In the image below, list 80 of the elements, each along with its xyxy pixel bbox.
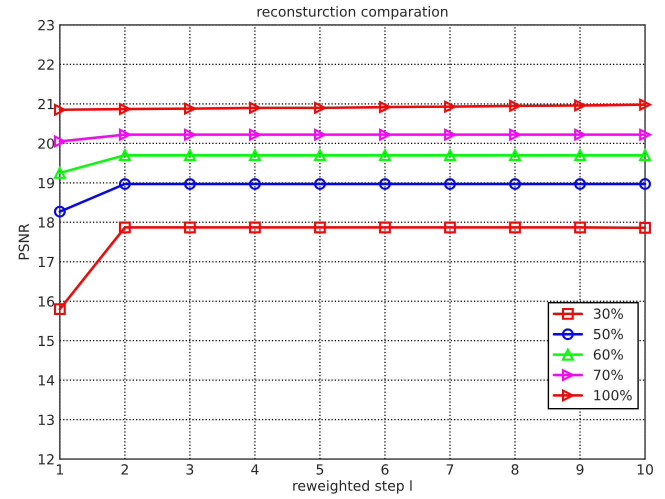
point bbox=[314, 222, 326, 234]
point bbox=[444, 178, 456, 190]
y-tick-label: 12 bbox=[38, 454, 54, 464]
point bbox=[54, 167, 66, 179]
x-tick-label: 1 bbox=[56, 464, 63, 474]
y-tick-label: 18 bbox=[38, 217, 54, 228]
point bbox=[54, 303, 66, 316]
point bbox=[379, 222, 391, 234]
point bbox=[509, 178, 521, 190]
point bbox=[444, 100, 456, 113]
point bbox=[184, 102, 196, 115]
point bbox=[54, 206, 66, 218]
y-tick-label: 14 bbox=[38, 375, 54, 386]
point bbox=[118, 222, 131, 234]
point bbox=[574, 100, 586, 112]
point bbox=[54, 104, 66, 116]
legend-label: 70% bbox=[594, 370, 623, 380]
point bbox=[574, 178, 586, 190]
point bbox=[184, 128, 196, 141]
point bbox=[509, 100, 521, 112]
point bbox=[444, 149, 456, 162]
y-tick-label: 17 bbox=[38, 256, 54, 268]
point bbox=[379, 101, 391, 113]
point bbox=[639, 178, 651, 190]
point bbox=[639, 128, 651, 141]
point bbox=[314, 102, 326, 114]
point bbox=[509, 128, 521, 141]
point bbox=[184, 178, 196, 190]
y-tick-label: 23 bbox=[38, 20, 54, 30]
point bbox=[379, 128, 391, 141]
point bbox=[249, 149, 261, 162]
x-tick-label: 10 bbox=[638, 464, 653, 475]
chart-title: reconsturction comparation bbox=[258, 6, 448, 20]
point bbox=[118, 178, 131, 190]
point bbox=[249, 178, 261, 190]
point bbox=[379, 149, 391, 162]
x-tick-label: 7 bbox=[446, 464, 454, 474]
point bbox=[509, 222, 521, 234]
y-tick-label: 21 bbox=[38, 98, 54, 110]
point bbox=[574, 222, 586, 234]
legend-label: 100% bbox=[594, 390, 632, 400]
point bbox=[574, 149, 586, 162]
point bbox=[118, 103, 131, 115]
x-axis-title: reweighted step l bbox=[293, 480, 412, 494]
x-tick-label: 3 bbox=[186, 464, 194, 475]
point bbox=[54, 135, 66, 148]
x-tick-label: 6 bbox=[382, 464, 389, 475]
point bbox=[444, 128, 456, 141]
y-tick-label: 19 bbox=[38, 178, 54, 188]
point bbox=[639, 222, 651, 234]
point bbox=[314, 149, 326, 162]
x-tick-label: 2 bbox=[121, 464, 128, 474]
point bbox=[574, 128, 586, 141]
y-tick-label: 20 bbox=[38, 138, 54, 149]
x-tick-label: 5 bbox=[316, 464, 324, 475]
point bbox=[639, 98, 651, 111]
point bbox=[184, 149, 196, 162]
x-tick-label: 4 bbox=[251, 464, 259, 474]
point bbox=[379, 178, 391, 190]
y-tick-label: 22 bbox=[38, 59, 54, 70]
point bbox=[249, 128, 261, 141]
point bbox=[444, 222, 456, 234]
legend-label: 30% bbox=[594, 308, 623, 319]
point bbox=[314, 128, 326, 141]
point bbox=[118, 149, 131, 162]
point bbox=[509, 149, 521, 162]
y-tick-label: 16 bbox=[38, 296, 54, 307]
point bbox=[249, 102, 261, 114]
point bbox=[314, 178, 326, 190]
point bbox=[249, 222, 261, 234]
x-tick-label: 8 bbox=[512, 464, 518, 475]
point bbox=[184, 222, 196, 234]
point bbox=[118, 128, 131, 141]
legend-label: 60% bbox=[594, 349, 623, 360]
point bbox=[639, 149, 651, 162]
legend-label: 50% bbox=[594, 328, 623, 340]
x-tick-label: 9 bbox=[576, 464, 584, 475]
y-axis-title: PSNR bbox=[18, 224, 30, 260]
y-tick-label: 15 bbox=[38, 336, 54, 346]
y-tick-label: 13 bbox=[38, 414, 54, 426]
